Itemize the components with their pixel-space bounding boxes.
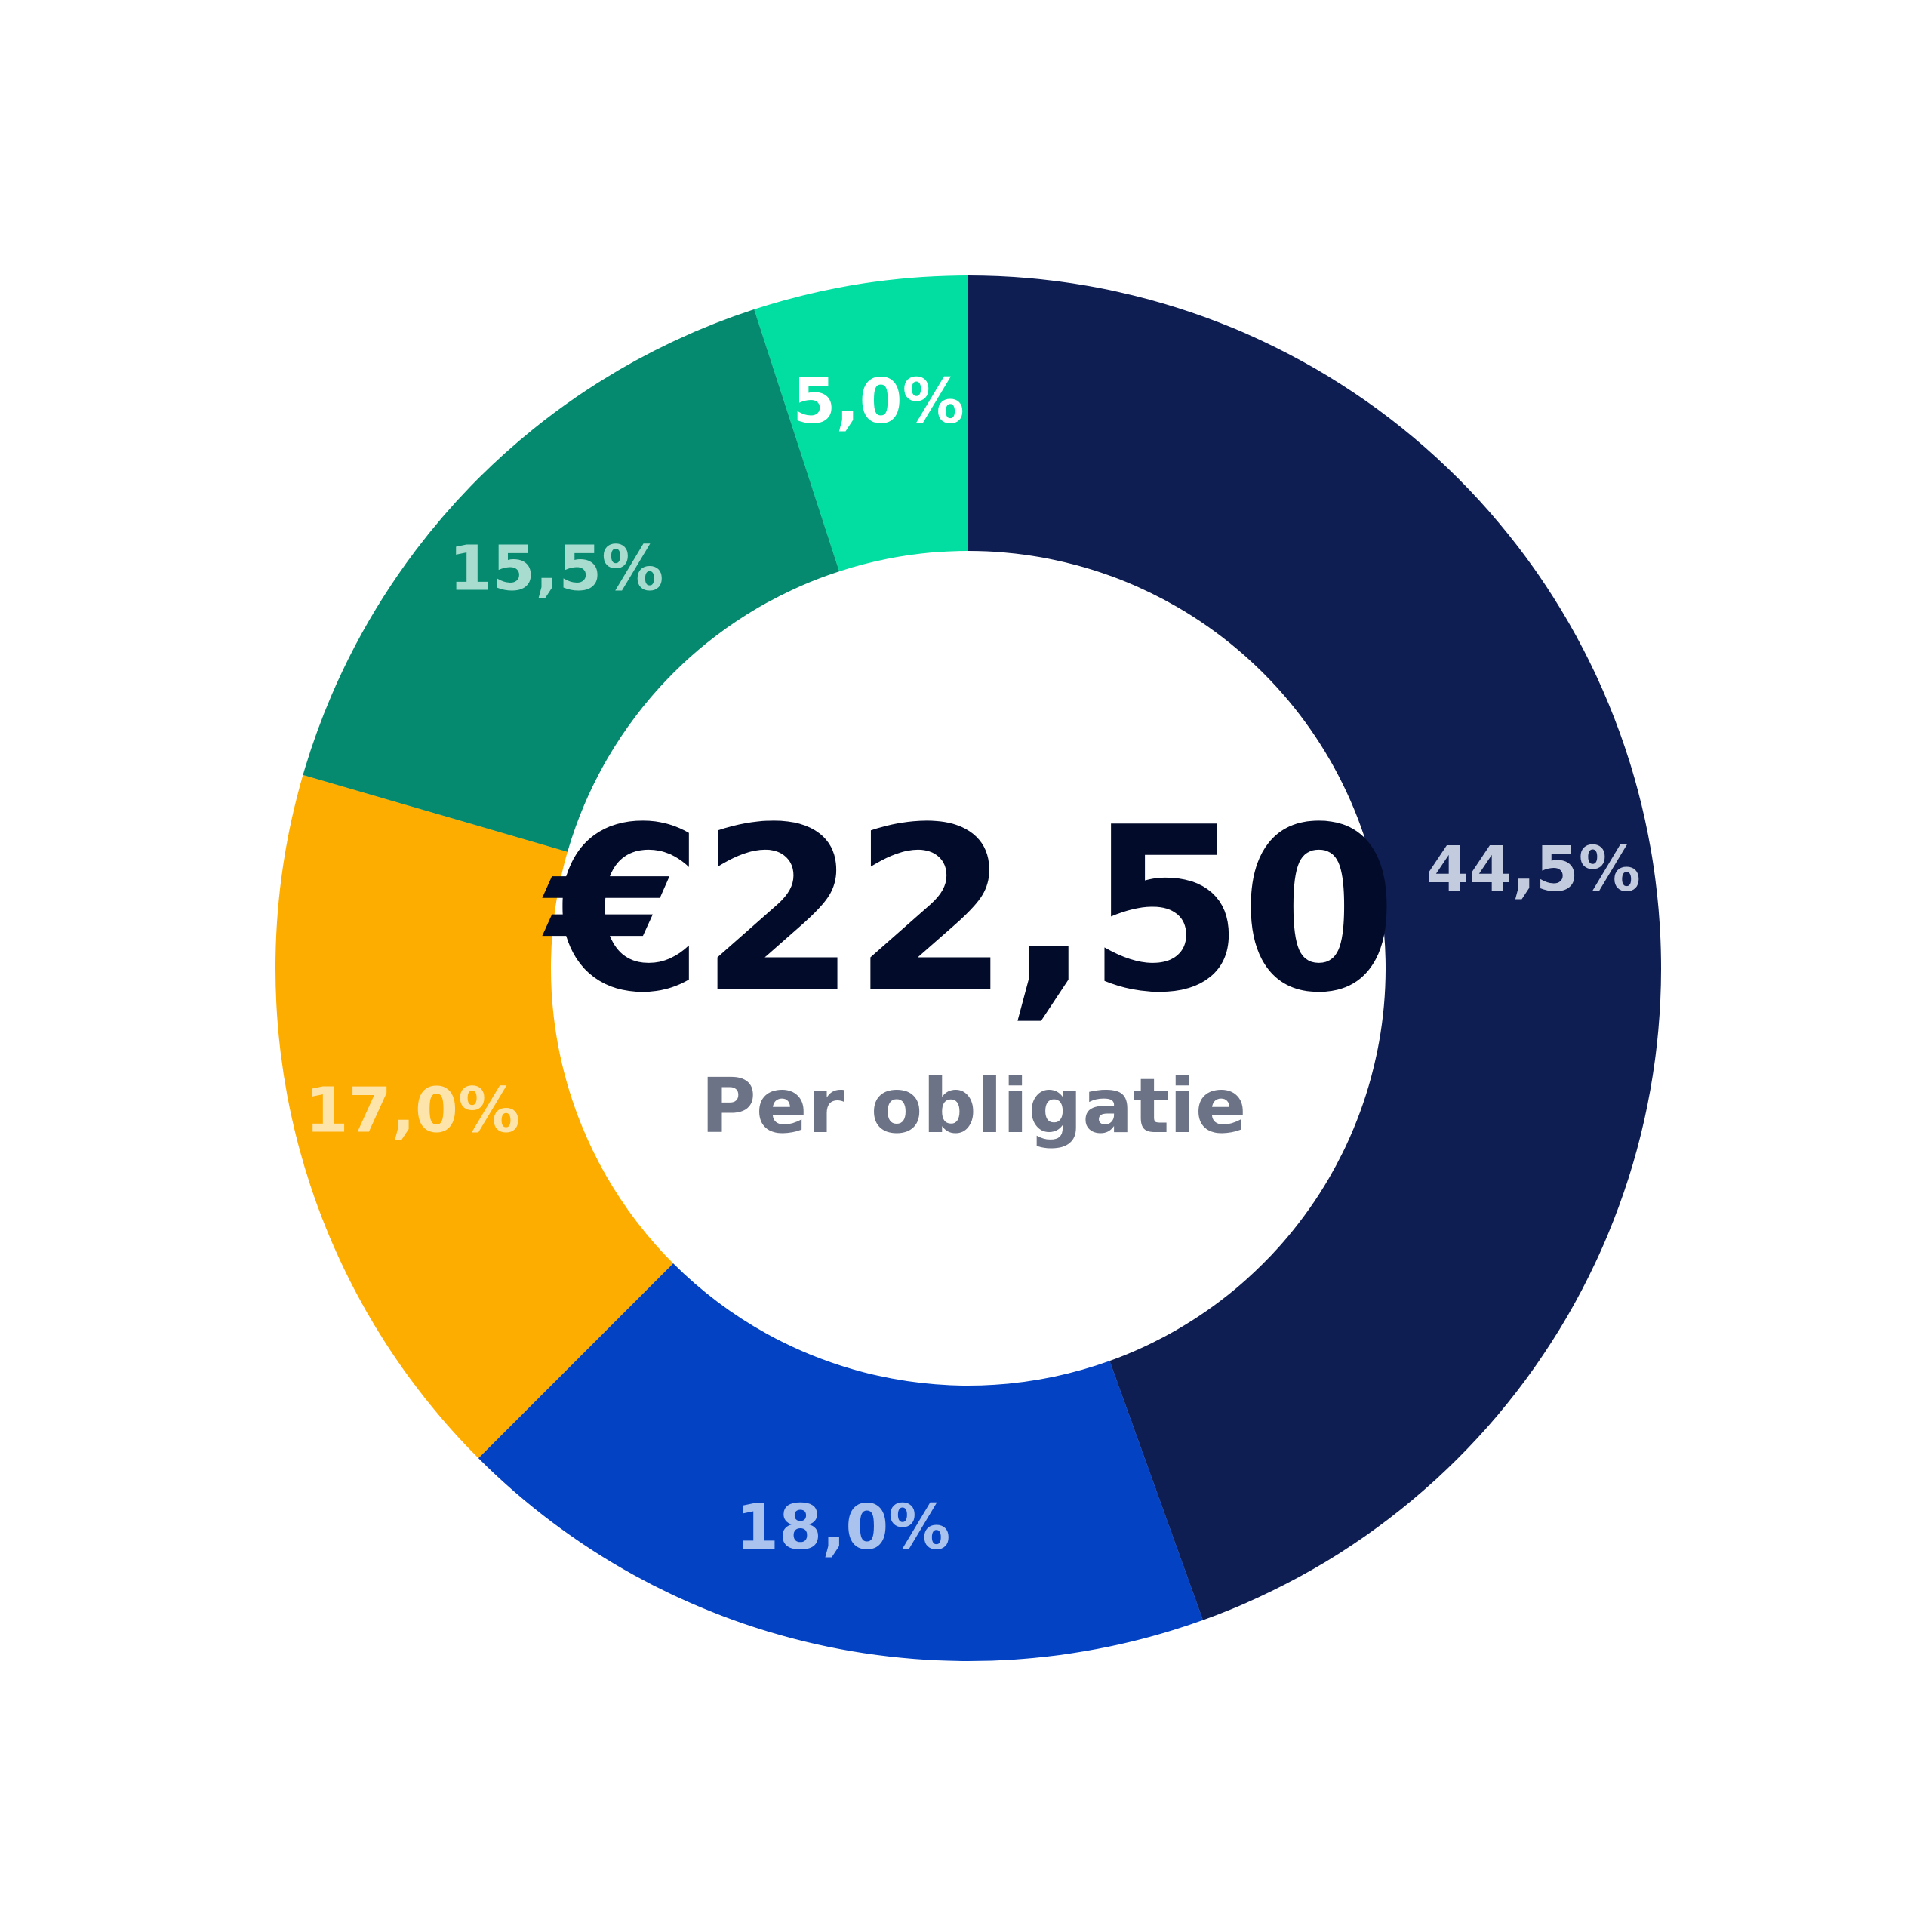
donut-slice bbox=[478, 1263, 1203, 1661]
slice-label: 15,5% bbox=[449, 534, 663, 605]
donut-slices bbox=[275, 275, 1661, 1661]
center-caption: Per obligatie bbox=[700, 1062, 1246, 1150]
donut-slice bbox=[275, 774, 673, 1459]
donut-slice bbox=[968, 275, 1661, 1620]
slice-label: 17,0% bbox=[306, 1075, 520, 1147]
slice-labels: 44,5% 18,0% 17,0% 15,5% 5,0% bbox=[306, 366, 1641, 1564]
slice-label: 18,0% bbox=[736, 1492, 950, 1564]
slice-label: 5,0% bbox=[792, 366, 964, 438]
donut-slice bbox=[754, 275, 968, 572]
donut-slice bbox=[303, 309, 840, 852]
center-value: €22,50 bbox=[540, 779, 1393, 1042]
slice-label: 44,5% bbox=[1426, 834, 1640, 906]
